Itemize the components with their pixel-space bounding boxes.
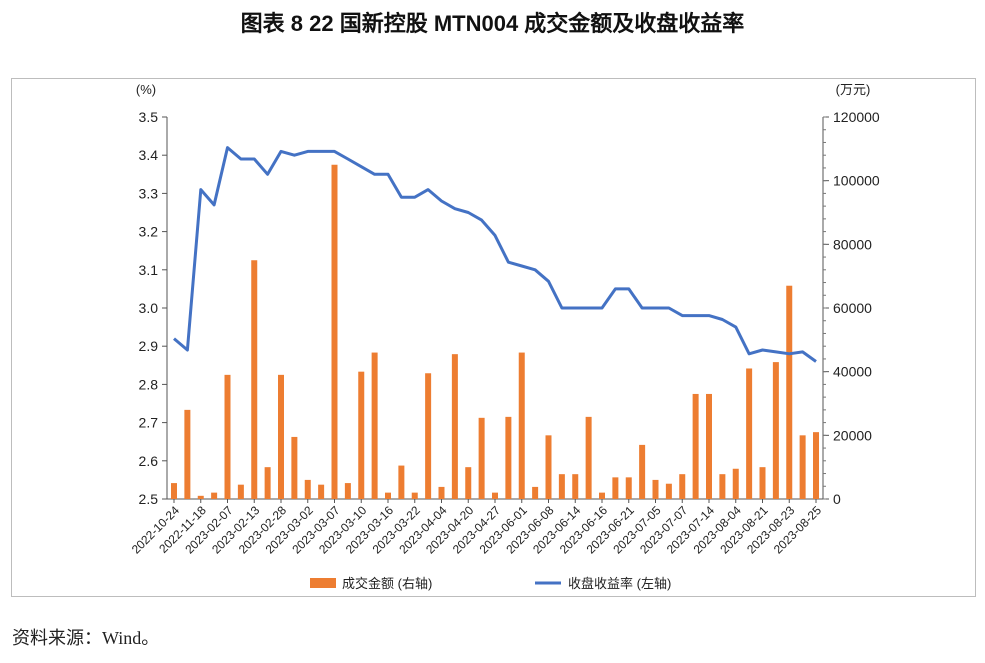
bar [197, 495, 204, 499]
bar [532, 486, 539, 499]
bar [612, 477, 619, 499]
bar [558, 474, 565, 499]
right-tick-label: 40000 [833, 364, 872, 380]
bar [585, 416, 592, 499]
left-tick-label: 2.6 [139, 453, 159, 469]
right-tick-label: 0 [833, 491, 841, 507]
bar [237, 484, 244, 499]
bar [518, 352, 525, 499]
bar [746, 368, 753, 499]
bar-series [171, 164, 819, 499]
bar [799, 435, 806, 499]
bar [251, 260, 258, 499]
bar [184, 409, 191, 499]
bar [264, 467, 271, 499]
right-axis-unit: (万元) [836, 82, 871, 97]
bar [599, 492, 605, 499]
left-tick-label: 3.3 [139, 185, 159, 201]
bar [639, 444, 646, 499]
left-tick-label: 2.7 [139, 415, 159, 431]
bar [425, 373, 432, 499]
legend-bar-label: 成交金额 (右轴) [342, 576, 432, 591]
bar [465, 467, 472, 499]
bar [813, 432, 819, 499]
bar [625, 477, 632, 499]
legend: 成交金额 (右轴) 收盘收益率 (左轴) [310, 576, 671, 591]
bar [706, 393, 712, 499]
chart-title: 图表 8 22 国新控股 MTN004 成交金额及收盘收益率 [240, 11, 745, 36]
bar [786, 285, 793, 499]
source-note: 资料来源：Wind。 [12, 628, 160, 648]
left-tick-label: 2.9 [139, 338, 159, 354]
left-tick-label: 3.2 [139, 224, 159, 240]
right-tick-label: 80000 [833, 236, 872, 252]
left-tick-label: 3.1 [139, 262, 159, 278]
bar [692, 393, 699, 499]
bar [719, 474, 726, 499]
bar [331, 164, 338, 499]
left-tick-label: 3.0 [139, 300, 159, 316]
bar [291, 436, 298, 499]
bar [505, 416, 512, 499]
bar [171, 483, 177, 499]
bar [398, 465, 405, 499]
bar [438, 486, 445, 499]
bar [772, 362, 779, 499]
bar [451, 354, 458, 499]
bar [278, 374, 284, 499]
right-tick-label: 20000 [833, 427, 872, 443]
bar [371, 352, 378, 499]
left-tick-label: 3.4 [139, 147, 159, 163]
bar [344, 483, 351, 499]
axes [162, 116, 829, 503]
bar [665, 483, 672, 499]
left-tick-label: 3.5 [139, 109, 159, 125]
bar [572, 474, 579, 499]
bar [679, 474, 686, 499]
bar [652, 479, 659, 499]
bar [759, 467, 766, 499]
bar [411, 492, 418, 499]
right-tick-label: 120000 [833, 109, 880, 125]
line-series [173, 146, 817, 363]
bar [304, 479, 311, 499]
bar [211, 492, 218, 499]
bar [478, 417, 485, 499]
bar [492, 492, 498, 499]
bar [385, 492, 391, 499]
chart-frame [11, 78, 976, 597]
legend-bar-swatch [310, 578, 336, 588]
left-tick-label: 2.5 [139, 491, 159, 507]
yield-line [173, 146, 817, 363]
bar [732, 468, 739, 499]
bar [545, 435, 552, 499]
bar [224, 374, 231, 499]
left-tick-label: 2.8 [139, 376, 159, 392]
bar [358, 371, 365, 499]
right-tick-label: 100000 [833, 173, 880, 189]
bar [318, 484, 325, 499]
right-tick-label: 60000 [833, 300, 872, 316]
legend-line-label: 收盘收益率 (左轴) [568, 576, 671, 591]
left-axis-unit: (%) [136, 82, 156, 97]
